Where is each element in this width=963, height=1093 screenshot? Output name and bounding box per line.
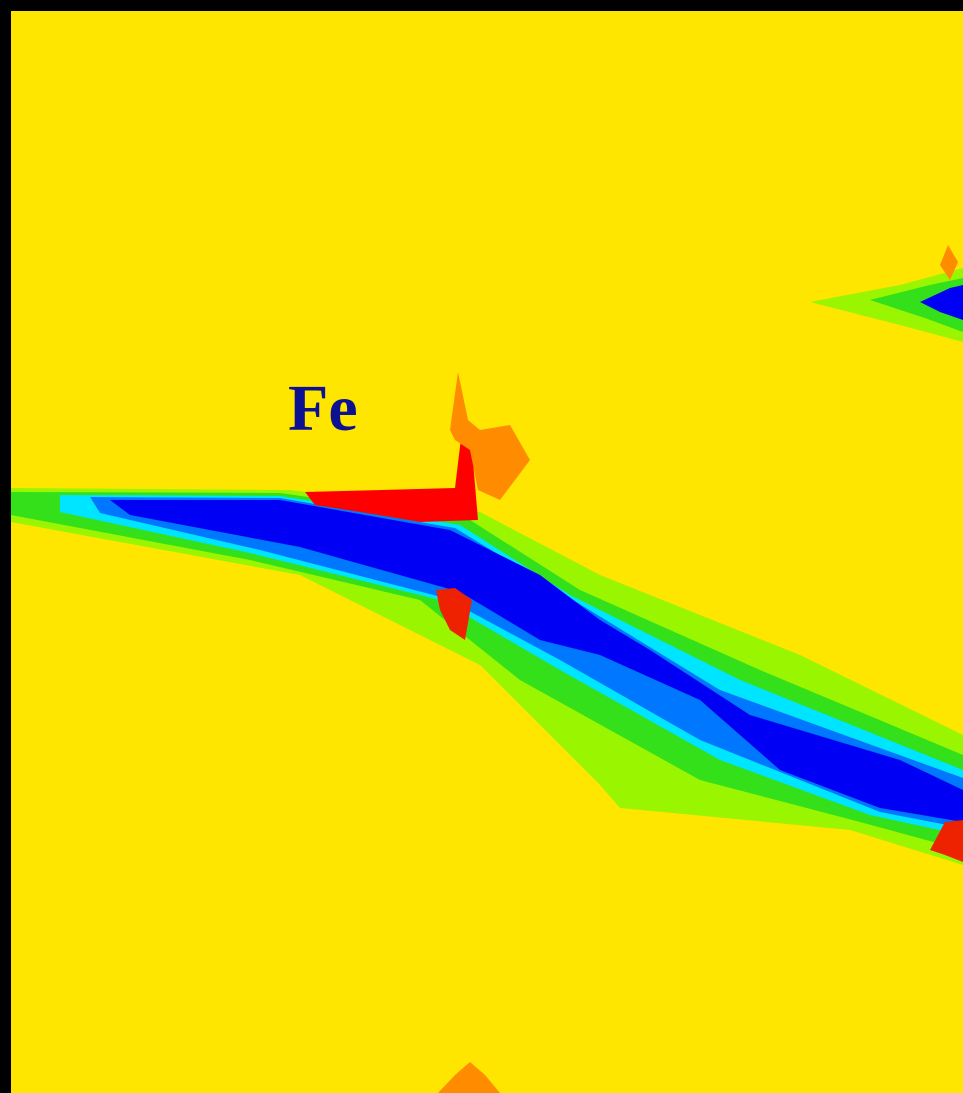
orange-patch <box>438 1062 500 1093</box>
red-blob <box>436 588 472 640</box>
band-blue <box>920 285 963 320</box>
band-blue <box>110 500 963 822</box>
orange-spike <box>450 372 530 500</box>
red-edge <box>930 820 963 862</box>
red-patch <box>305 430 478 522</box>
band-green <box>870 278 963 332</box>
band-light-blue <box>90 497 963 828</box>
orange-spike <box>940 245 958 280</box>
element-label: Fe <box>288 372 358 445</box>
